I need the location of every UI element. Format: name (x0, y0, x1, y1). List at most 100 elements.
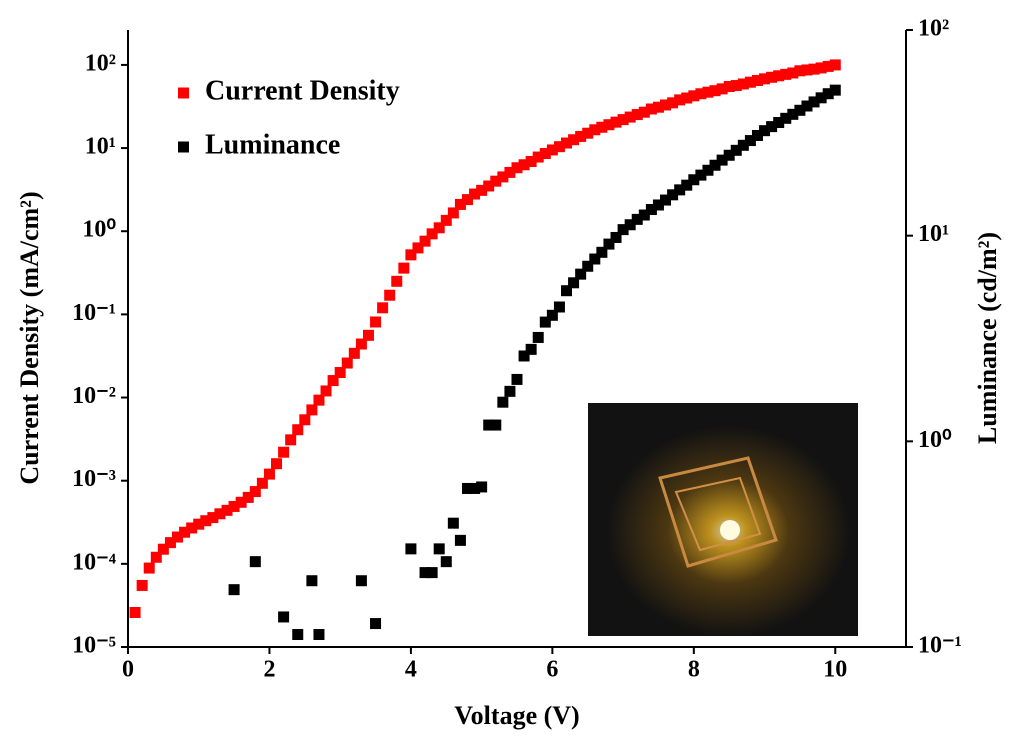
data-point (518, 350, 530, 362)
data-point (426, 228, 438, 240)
data-point (221, 504, 233, 516)
data-point (667, 97, 679, 109)
data-point (461, 194, 473, 206)
data-point (426, 567, 438, 579)
data-point (730, 80, 742, 92)
data-point (730, 144, 742, 156)
data-point (157, 543, 169, 555)
data-point (164, 537, 176, 549)
data-point (377, 302, 389, 314)
data-point (179, 526, 191, 538)
data-point (716, 83, 728, 95)
legend-label: Luminance (205, 129, 340, 160)
y-tick-label: 10² (85, 50, 116, 76)
data-point (518, 159, 530, 171)
x-tick-label: 4 (405, 657, 417, 683)
data-point (652, 199, 664, 211)
data-point (412, 242, 424, 254)
data-point (256, 477, 268, 489)
data-point (186, 522, 198, 534)
data-point (440, 556, 452, 568)
data-point (469, 482, 481, 494)
data-point (278, 611, 290, 623)
data-point (766, 71, 778, 83)
data-point (575, 130, 587, 142)
data-point (405, 249, 417, 261)
data-point (469, 188, 481, 200)
data-point (723, 149, 735, 161)
data-point (320, 385, 332, 397)
y-tick-label: 10⁻⁵ (72, 633, 116, 659)
x-axis-title: Voltage (V) (454, 701, 579, 730)
data-point (285, 434, 297, 446)
data-point (638, 106, 650, 118)
data-point (483, 180, 495, 192)
y-tick-label: 10¹ (85, 134, 116, 160)
data-point (391, 275, 403, 287)
data-point (561, 285, 573, 297)
data-point (292, 629, 304, 641)
data-point (249, 556, 261, 568)
data-point (461, 482, 473, 494)
data-point (568, 277, 580, 289)
data-point (596, 121, 608, 133)
data-point (263, 468, 275, 480)
data-point (490, 419, 502, 431)
legend-label: Current Density (205, 75, 400, 106)
data-point (801, 100, 813, 112)
data-point (405, 543, 417, 555)
legend-marker (178, 87, 189, 99)
data-point (341, 357, 353, 369)
data-point (624, 111, 636, 123)
data-point (766, 121, 778, 133)
data-point (681, 179, 693, 191)
data-point (313, 394, 325, 406)
data-point (370, 316, 382, 328)
data-point (582, 127, 594, 139)
data-point (610, 231, 622, 243)
data-point (447, 207, 459, 219)
data-point (631, 213, 643, 225)
data-point (504, 166, 516, 178)
data-point (780, 68, 792, 80)
data-point (589, 253, 601, 265)
data-point (603, 238, 615, 250)
data-point (546, 309, 558, 321)
y2-tick-label: 10¹ (918, 221, 949, 247)
x-tick-label: 10 (823, 657, 847, 683)
y-tick-label: 10⁻³ (72, 466, 116, 492)
data-point (674, 94, 686, 106)
data-point (419, 235, 431, 247)
data-point (660, 194, 672, 206)
data-point (617, 114, 629, 126)
data-point (440, 214, 452, 226)
data-point (136, 579, 148, 591)
data-point (759, 125, 771, 137)
data-point (702, 86, 714, 98)
data-point (313, 629, 325, 641)
data-point (207, 512, 219, 524)
data-point (511, 373, 523, 385)
data-point (617, 224, 629, 236)
data-point (568, 134, 580, 146)
y-axis-title: Current Density (mA/cm²) (15, 191, 44, 484)
data-point (737, 78, 749, 90)
data-point (794, 65, 806, 77)
data-point (667, 189, 679, 201)
data-point (808, 63, 820, 75)
data-point (652, 101, 664, 113)
x-tick-label: 2 (263, 657, 275, 683)
data-point (688, 90, 700, 102)
data-point (546, 144, 558, 156)
data-point (589, 124, 601, 136)
data-point (271, 458, 283, 470)
data-point (709, 159, 721, 171)
data-point (829, 84, 841, 96)
data-point (822, 88, 834, 100)
data-point (801, 64, 813, 76)
data-point (235, 496, 247, 508)
data-point (483, 419, 495, 431)
y2-tick-label: 10⁰ (918, 427, 952, 453)
data-point (433, 222, 445, 234)
